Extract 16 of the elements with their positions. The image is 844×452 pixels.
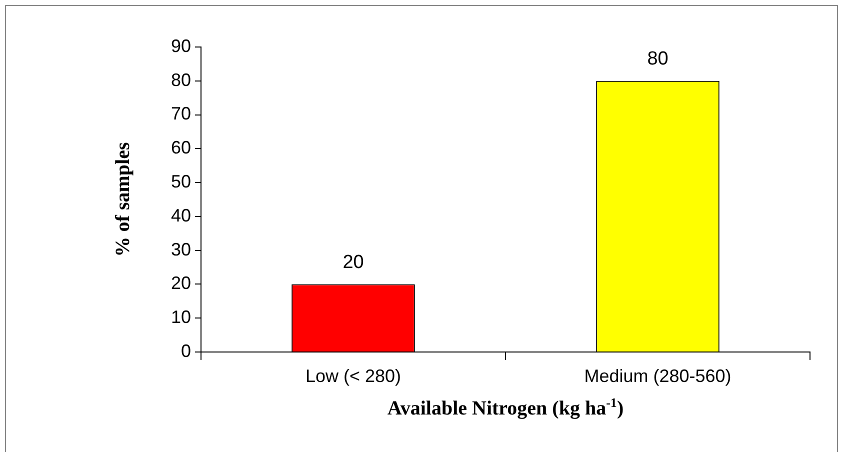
y-tick-label: 70 — [170, 104, 191, 124]
y-tick-label: 0 — [180, 340, 191, 361]
y-tick-label: 50 — [170, 172, 191, 192]
y-tick-label: 10 — [170, 307, 191, 328]
y-tick-label: 80 — [170, 70, 191, 90]
y-tick-label: 40 — [170, 205, 191, 226]
y-tick-label: 90 — [170, 36, 191, 56]
data-label: 20 — [342, 252, 364, 273]
y-axis-title: % of samples — [112, 142, 134, 257]
x-tick-label: Medium (280-560) — [584, 366, 732, 386]
y-tick-label: 30 — [170, 239, 191, 260]
x-axis-title: Available Nitrogen (kg ha$^{-1}$) — [386, 395, 625, 421]
data-label: 80 — [647, 48, 668, 70]
x-tick-label: Low (< 280) — [305, 366, 402, 386]
y-tick-label: 60 — [170, 138, 191, 158]
y-tick-label: 20 — [170, 273, 191, 294]
